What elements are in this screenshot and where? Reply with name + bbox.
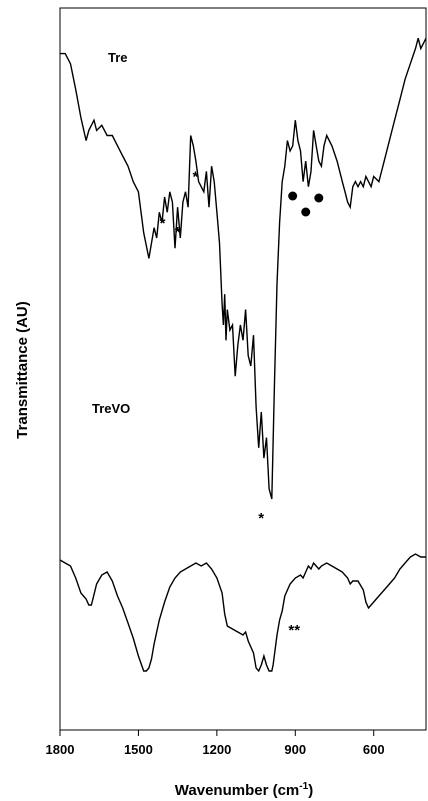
band-marker-dot	[301, 207, 311, 217]
x-axis-ticks	[59, 730, 375, 736]
series-label-tre: Tre	[108, 50, 128, 65]
peak-annotation: **	[288, 622, 300, 639]
band-marker-dot	[288, 191, 298, 201]
x-tick-label-1800: 1800	[46, 742, 75, 757]
peak-annotation: *	[258, 510, 264, 527]
x-tick-label-600: 600	[363, 742, 385, 757]
peak-annotation: *	[175, 224, 181, 241]
band-markers	[288, 191, 324, 217]
x-axis-title-superscript: -1	[299, 781, 308, 792]
x-axis-title: Wavenumber (cm-1)	[175, 781, 313, 799]
annotations: ******	[160, 168, 301, 639]
x-axis-title-close: )	[308, 782, 313, 799]
x-tick-label-1500: 1500	[124, 742, 153, 757]
band-marker-dot	[314, 193, 324, 203]
x-axis-tick-labels: 1800 1500 1200 900 600	[46, 742, 385, 757]
x-tick-label-900: 900	[284, 742, 306, 757]
x-tick-label-1200: 1200	[202, 742, 231, 757]
series-line-trevo	[59, 553, 426, 673]
peak-annotation: *	[160, 215, 166, 232]
series-label-trevo: TreVO	[92, 401, 130, 416]
plot-frame	[59, 7, 427, 731]
y-axis-title: Transmittance (AU)	[14, 301, 31, 439]
peak-annotation: *	[192, 168, 198, 185]
series-line-tre	[60, 37, 427, 500]
